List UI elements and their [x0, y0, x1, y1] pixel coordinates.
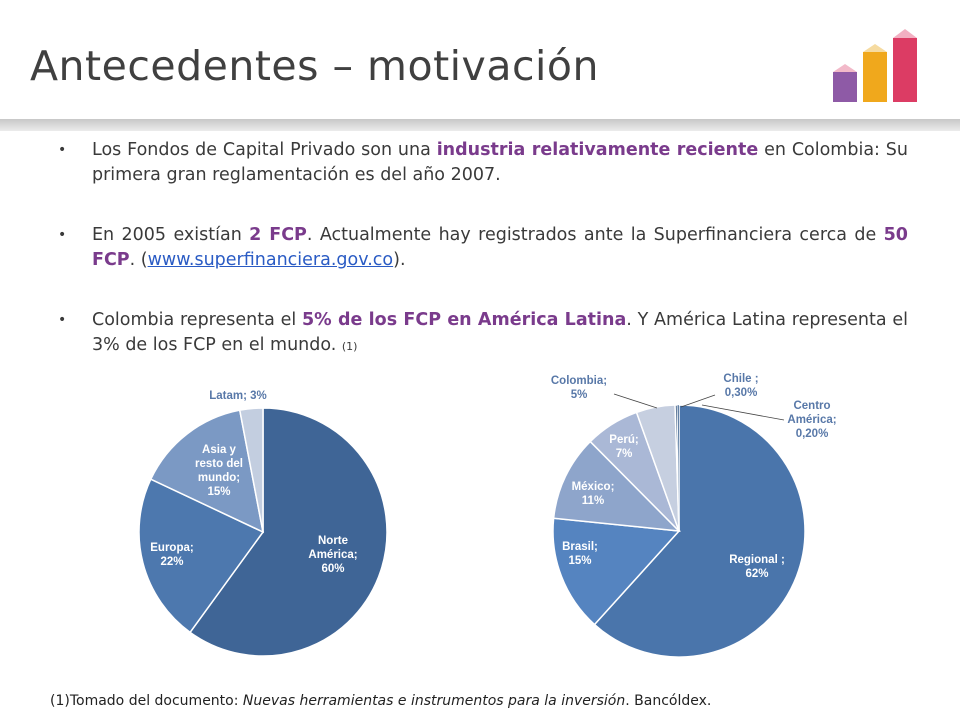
slice-label-norte-america: Norte América; 60% — [308, 535, 357, 575]
bullet-item: • En 2005 existían 2 FCP. Actualmente ha… — [58, 225, 908, 270]
bullet-dot-icon: • — [58, 142, 67, 158]
title-divider-bar — [0, 119, 960, 131]
slice-label-chile: Chile ; 0,30% — [723, 373, 758, 399]
highlight-text: 2 FCP — [249, 225, 307, 245]
pie-chart-latam: Regional ; 62% Brasil; 15% México; 11% Perú; 7%… — [551, 373, 837, 658]
leader-line — [701, 404, 785, 421]
bar-chart-logo-icon — [833, 29, 917, 102]
bullet-item: • Colombia representa el 5% de los FCP e… — [58, 310, 908, 355]
pie-slice-mexico — [552, 440, 682, 532]
slice-label-asia-y-resto-del-mundo: Asia y resto del mundo; 15% — [195, 444, 243, 498]
slice-label-latam: Latam; 3% — [209, 390, 267, 402]
superfinanciera-link[interactable]: www.superfinanciera.gov.co — [147, 250, 394, 270]
pie-chart-world: Norte América; 60% Europa; 22% Asia y resto de… — [138, 390, 388, 657]
pie-slice-latam — [238, 407, 264, 533]
pie-slice-regional — [593, 404, 806, 658]
reference-marker: (1) — [341, 340, 358, 353]
highlight-text: industria relativamente reciente — [436, 140, 759, 160]
bullet-list: • Los Fondos de Capital Privado son una … — [58, 138, 908, 394]
pie-slice-norte-america — [189, 407, 388, 657]
pie-slice-centro-america — [677, 404, 680, 532]
highlight-text: 50 FCP — [92, 225, 908, 270]
footnote: (1)Tomado del documento: Nuevas herramie… — [50, 693, 712, 709]
slice-label-brasil: Brasil; 15% — [562, 541, 598, 567]
bullet-dot-icon: • — [58, 312, 67, 328]
slice-label-colombia: Colombia; 5% — [551, 375, 607, 401]
leader-line — [680, 394, 716, 408]
slice-label-europa: Europa; 22% — [150, 542, 193, 568]
pie-slice-brasil — [552, 517, 681, 626]
slice-label-peru: Perú; 7% — [609, 434, 638, 460]
bullet-dot-icon: • — [58, 227, 67, 243]
pie-slice-asia-y-resto-del-mundo — [149, 409, 265, 534]
slice-label-regional: Regional ; 62% — [729, 554, 785, 580]
leader-line — [613, 393, 658, 409]
slice-label-mexico: México; 11% — [572, 481, 615, 507]
slide-title: Antecedentes – motivación — [30, 42, 599, 90]
highlight-text: 5% de los FCP en América Latina — [301, 310, 627, 330]
bullet-item: • Los Fondos de Capital Privado son una … — [58, 140, 909, 185]
slice-label-centro-america: Centro América; 0,20% — [787, 400, 836, 440]
